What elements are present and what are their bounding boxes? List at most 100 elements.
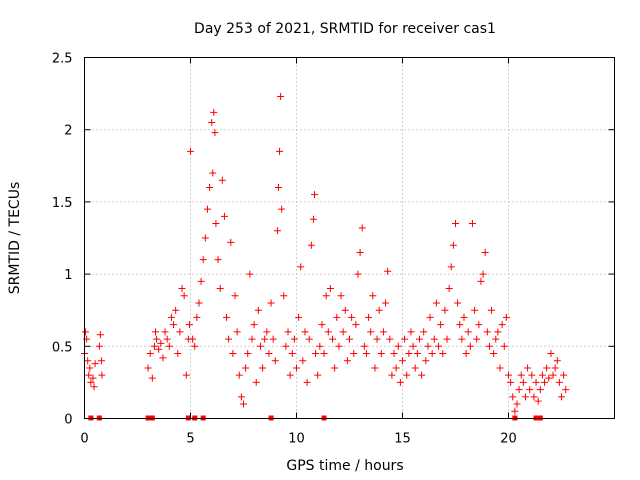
data-point xyxy=(261,335,269,343)
data-point xyxy=(346,335,353,343)
data-point xyxy=(96,331,104,339)
data-point xyxy=(225,335,233,343)
data-point xyxy=(549,371,557,379)
data-point xyxy=(409,342,417,350)
data-point xyxy=(163,335,171,343)
data-point xyxy=(509,393,517,401)
data-point xyxy=(244,350,252,358)
data-point xyxy=(521,393,529,401)
data-point xyxy=(384,267,392,275)
data-point xyxy=(547,350,555,358)
data-point xyxy=(367,328,375,336)
data-point xyxy=(301,328,309,336)
data-point xyxy=(339,328,347,336)
data-point xyxy=(392,364,400,372)
data-point xyxy=(265,350,273,358)
data-point xyxy=(159,354,167,362)
data-point xyxy=(212,220,220,228)
data-point xyxy=(415,335,423,343)
data-point xyxy=(210,108,218,116)
data-point xyxy=(394,342,402,350)
data-point xyxy=(307,241,315,249)
x-axis-label: GPS time / hours xyxy=(286,458,403,474)
data-point xyxy=(432,299,440,307)
data-point xyxy=(399,357,406,365)
data-point xyxy=(335,342,343,350)
data-point xyxy=(95,342,103,350)
data-point xyxy=(413,350,421,358)
data-point xyxy=(254,306,262,314)
data-point xyxy=(341,306,349,314)
data-point xyxy=(401,335,409,343)
data-point xyxy=(274,183,282,191)
data-point xyxy=(90,383,98,391)
data-point xyxy=(211,129,219,137)
data-points xyxy=(81,92,570,421)
data-point xyxy=(445,285,453,293)
data-point xyxy=(456,321,464,329)
data-point xyxy=(560,371,568,379)
plot-frame xyxy=(84,57,615,419)
x-tick-label: 15 xyxy=(394,432,411,447)
data-point xyxy=(371,364,379,372)
data-point xyxy=(435,342,443,350)
data-point xyxy=(178,285,186,293)
x-tick-label: 0 xyxy=(80,432,88,447)
data-point xyxy=(273,227,281,235)
data-point xyxy=(458,335,466,343)
x-tick-label: 5 xyxy=(186,432,194,447)
data-point xyxy=(167,313,175,321)
data-point xyxy=(216,285,224,293)
data-point xyxy=(553,357,561,365)
data-point xyxy=(485,342,493,350)
data-point xyxy=(538,371,546,379)
data-point xyxy=(316,342,324,350)
data-point xyxy=(276,147,284,155)
data-point xyxy=(354,270,362,278)
data-point xyxy=(551,364,559,372)
data-point xyxy=(165,342,173,350)
data-point xyxy=(153,335,161,343)
y-tick-label: 2 xyxy=(64,124,72,139)
data-point xyxy=(193,313,201,321)
data-point xyxy=(386,335,394,343)
x-tick-label: 10 xyxy=(288,432,305,447)
data-point xyxy=(185,321,193,329)
data-point xyxy=(405,350,413,358)
data-point xyxy=(246,270,254,278)
data-point xyxy=(242,364,250,372)
data-point xyxy=(248,335,256,343)
data-point xyxy=(558,393,565,401)
y-tick-label: 0 xyxy=(64,413,72,428)
data-point xyxy=(157,339,165,347)
data-point xyxy=(519,378,527,386)
data-point xyxy=(208,118,216,126)
data-point xyxy=(348,313,356,321)
data-point xyxy=(377,350,385,358)
data-point xyxy=(530,393,538,401)
data-point xyxy=(555,378,563,386)
data-point xyxy=(191,342,199,350)
data-point xyxy=(326,285,334,293)
data-point xyxy=(240,400,247,408)
data-point xyxy=(214,256,222,264)
data-point xyxy=(420,328,428,336)
data-point xyxy=(180,292,188,300)
data-point xyxy=(375,306,383,314)
data-point xyxy=(352,321,360,329)
data-point xyxy=(227,238,235,246)
data-point xyxy=(172,306,180,314)
axes: 0 0.5 1 1.5 2 2.5 0 5 10 15 20 xyxy=(52,52,615,447)
data-point xyxy=(229,350,237,358)
x-tick-label: 20 xyxy=(500,432,517,447)
data-point xyxy=(439,350,447,358)
data-point xyxy=(97,357,105,365)
data-point xyxy=(218,176,226,184)
data-point xyxy=(511,407,519,415)
data-point xyxy=(263,328,271,336)
data-point xyxy=(498,321,506,329)
data-point xyxy=(562,386,570,394)
data-point xyxy=(360,342,368,350)
data-point xyxy=(494,328,502,336)
data-point xyxy=(309,215,317,223)
